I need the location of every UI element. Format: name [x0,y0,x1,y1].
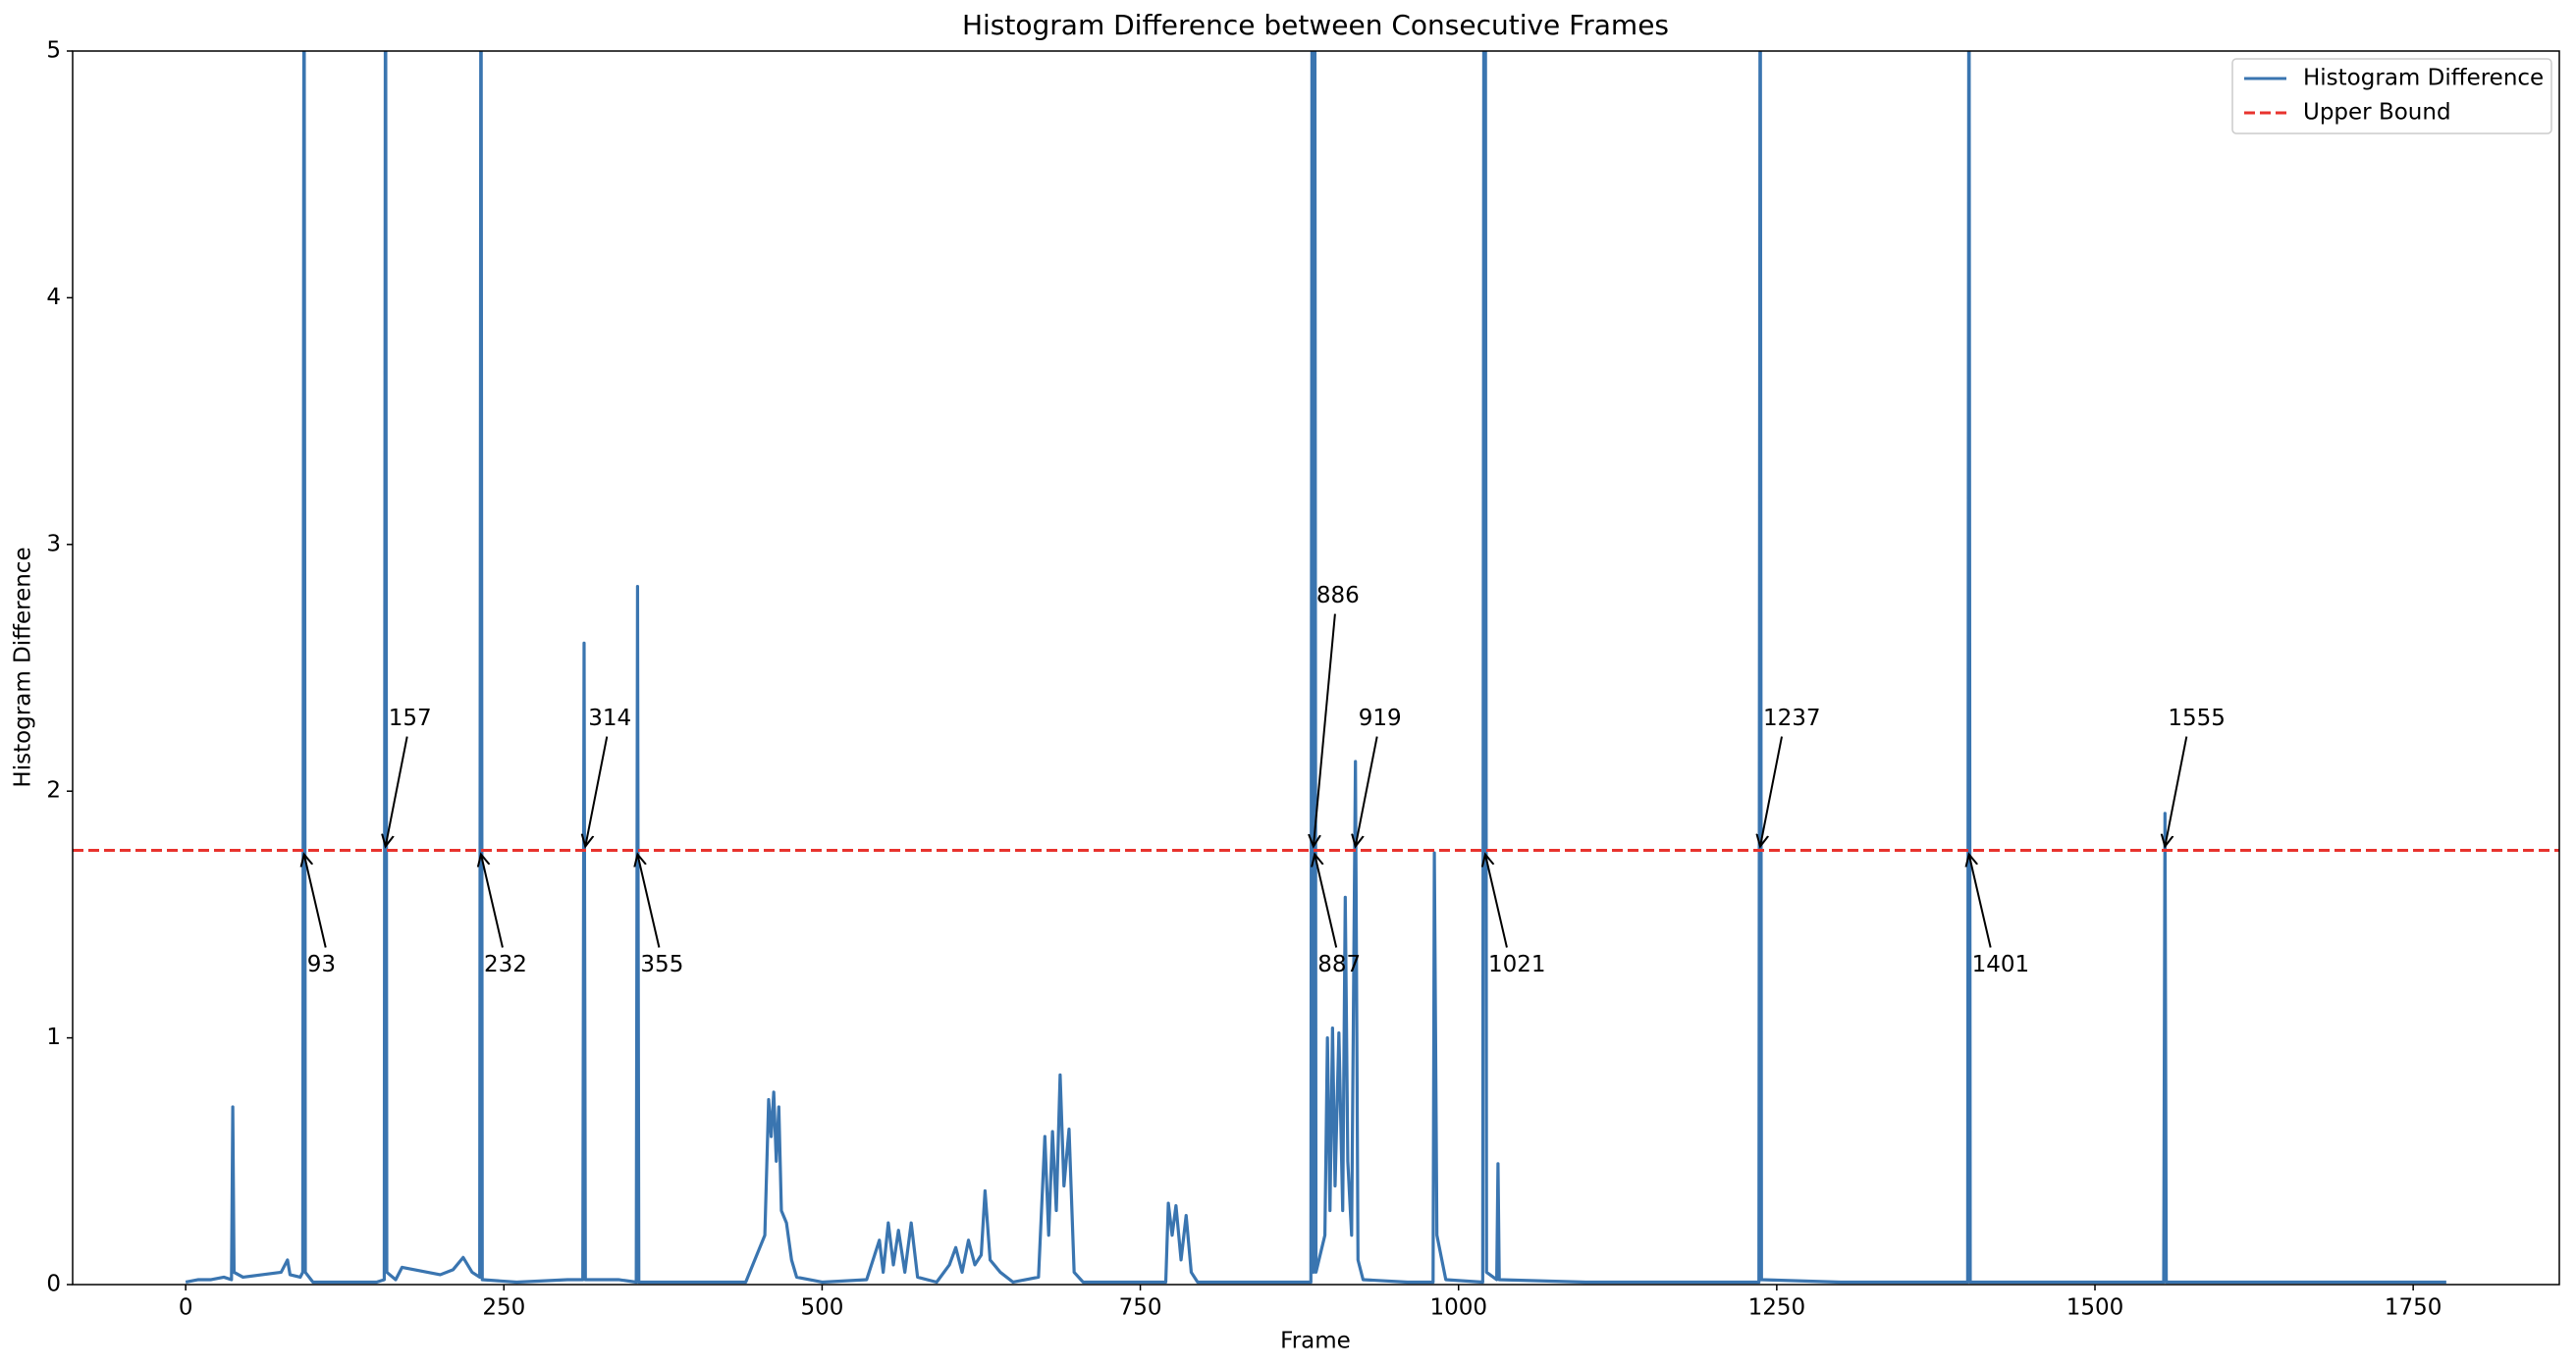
annotation-arrow [637,855,661,948]
annotation-label: 232 [484,952,527,977]
x-tick-label: 1250 [1748,1295,1806,1321]
annotation-arrow [481,855,504,948]
y-tick-label: 2 [46,778,61,804]
y-tick-label: 5 [46,38,61,64]
annotation-label: 1021 [1488,952,1546,977]
annotation-label: 314 [588,706,631,731]
annotation-label: 1401 [1972,952,2030,977]
annotation-label: 886 [1316,583,1360,608]
x-tick-label: 0 [179,1295,193,1321]
annotation-arrow [1969,855,1992,948]
annotation-label: 1237 [1763,706,1821,731]
y-tick-label: 4 [46,285,61,310]
annotation-arrow [2165,736,2188,847]
x-tick-label: 250 [482,1295,525,1321]
annotation-label: 1555 [2168,706,2226,731]
annotation-arrow [1314,613,1336,847]
legend-box [2231,58,2552,134]
x-tick-label: 750 [1119,1295,1162,1321]
annotation-arrow [304,855,327,948]
legend-label: Upper Bound [2303,100,2451,126]
annotation-arrow [585,736,609,847]
annotation-label: 919 [1359,706,1402,731]
x-axis-label: Frame [1280,1329,1351,1354]
annotation-arrow [1760,736,1783,847]
data-line [185,51,2446,1285]
annotation-arrow [1485,855,1508,948]
plot-area [185,51,2446,1285]
x-tick-label: 1750 [2385,1295,2442,1321]
annotation-arrow [1356,736,1378,847]
chart-title: Histogram Difference between Consecutive… [962,9,1669,41]
y-tick-label: 1 [46,1025,61,1050]
x-tick-label: 500 [800,1295,843,1321]
annotation-label: 157 [389,706,432,731]
x-tick-label: 1000 [1429,1295,1487,1321]
annotation-arrow [1315,855,1338,948]
legend-label: Histogram Difference [2303,66,2544,91]
plot-frame [72,50,2560,1286]
annotation-label: 355 [640,952,683,977]
annotation-arrow [386,736,408,847]
annotation-label: 887 [1317,952,1361,977]
y-tick-label: 0 [46,1272,61,1297]
y-axis-label: Histogram Difference [11,547,36,787]
x-tick-label: 1500 [2066,1295,2124,1321]
annotation-label: 93 [307,952,336,977]
y-tick-label: 3 [46,531,61,556]
